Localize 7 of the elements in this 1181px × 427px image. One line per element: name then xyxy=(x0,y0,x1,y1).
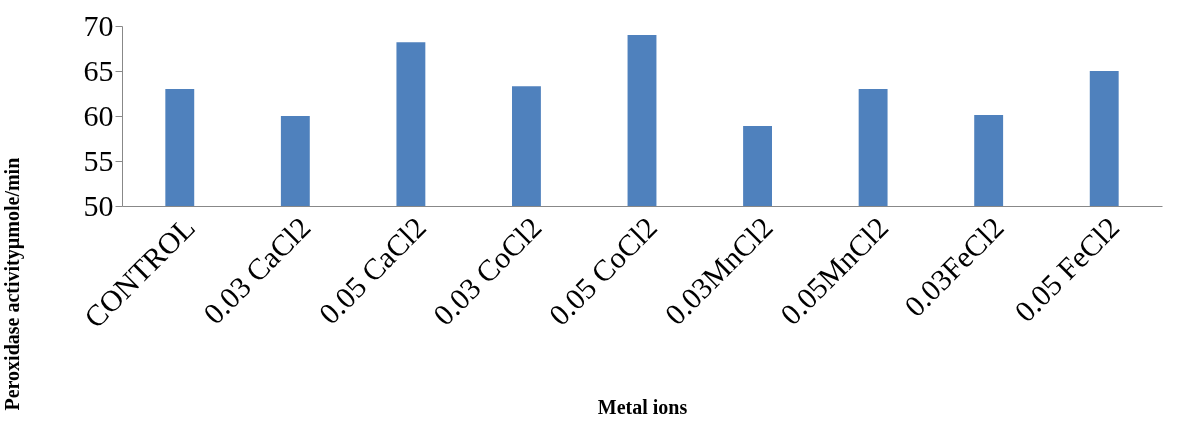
y-tick-label: 50 xyxy=(83,188,114,222)
y-tick-label: 70 xyxy=(83,8,114,42)
y-tick-label: 65 xyxy=(83,53,114,87)
y-axis-title: Peroxidase activityµmole/min xyxy=(0,157,24,411)
x-axis-title: Metal ions xyxy=(597,395,688,418)
y-tick-label: 60 xyxy=(83,98,114,132)
y-tick-label: 55 xyxy=(83,143,114,177)
